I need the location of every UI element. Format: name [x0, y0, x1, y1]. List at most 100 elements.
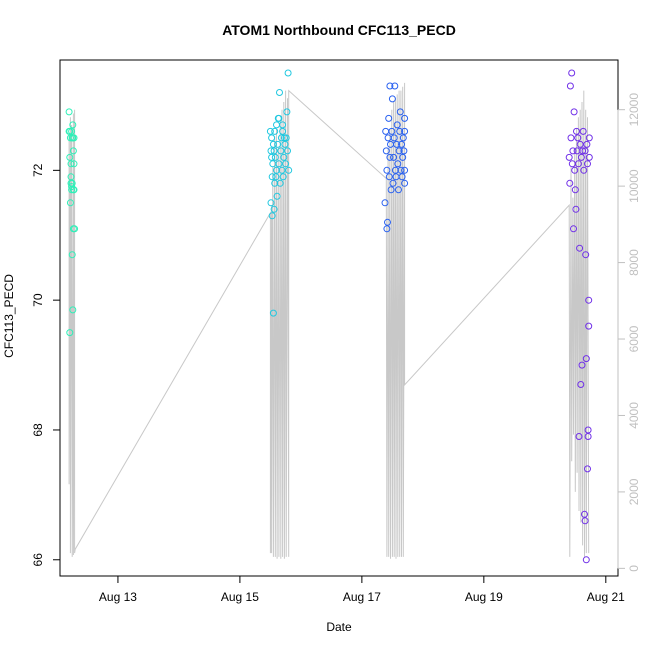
- data-point: [277, 134, 285, 142]
- data-point: [401, 127, 409, 135]
- y-axis-label: CFC113_PECD: [2, 274, 16, 358]
- y2-tick-label: 0: [627, 565, 641, 572]
- data-point: [270, 205, 278, 213]
- data-point: [276, 89, 283, 96]
- data-point: [571, 166, 579, 174]
- data-point: [398, 173, 406, 181]
- data-point: [582, 556, 590, 564]
- data-point: [70, 186, 78, 194]
- data-point: [399, 134, 407, 142]
- data-point: [272, 173, 280, 181]
- x-tick-label: Aug 15: [221, 590, 259, 604]
- data-point: [390, 134, 398, 142]
- data-point: [581, 510, 588, 518]
- data-point: [573, 127, 580, 135]
- data-point: [579, 127, 587, 135]
- data-point: [388, 95, 396, 103]
- data-point: [273, 121, 280, 129]
- data-point: [282, 160, 290, 168]
- x-tick-label: Aug 13: [99, 590, 137, 604]
- data-point: [581, 147, 589, 155]
- data-point: [385, 173, 393, 181]
- data-point: [571, 186, 579, 194]
- data-point: [567, 134, 575, 142]
- data-point: [581, 517, 589, 525]
- data-point: [585, 296, 593, 304]
- data-point: [277, 147, 285, 155]
- data-point: [585, 134, 593, 142]
- data-point: [271, 153, 279, 161]
- data-point: [66, 153, 74, 161]
- data-point: [68, 251, 76, 259]
- data-point: [566, 82, 574, 90]
- data-point: [566, 179, 574, 187]
- y-tick-label: 72: [31, 163, 45, 177]
- data-point: [384, 218, 391, 226]
- altitude-layer: [68, 82, 590, 559]
- x-tick-label: Aug 21: [587, 590, 625, 604]
- data-point: [390, 153, 398, 161]
- points-layer: [65, 69, 593, 564]
- data-point: [582, 251, 590, 259]
- data-point: [275, 160, 283, 168]
- data-point: [68, 127, 76, 135]
- data-point: [575, 433, 583, 440]
- data-point: [578, 361, 586, 369]
- data-point: [569, 147, 577, 155]
- data-point: [70, 134, 78, 142]
- data-point: [268, 212, 276, 220]
- data-point: [266, 127, 274, 135]
- data-point: [267, 147, 275, 155]
- data-point: [585, 153, 593, 161]
- data-point: [398, 140, 405, 148]
- data-point: [382, 147, 390, 155]
- y2-tick-label: 4000: [627, 402, 641, 429]
- data-point: [70, 160, 78, 168]
- data-point: [391, 82, 399, 90]
- data-point: [268, 153, 276, 161]
- data-point: [278, 166, 286, 174]
- plot-frame: [59, 59, 619, 577]
- x-axis: Aug 13 Aug 15 Aug 17 Aug 19 Aug 21: [99, 575, 625, 604]
- y-tick-label: 66: [31, 553, 45, 567]
- data-point: [270, 147, 278, 155]
- y-tick-label: 68: [31, 423, 45, 437]
- data-point: [572, 205, 580, 213]
- y2-tick-label: 2000: [627, 478, 641, 505]
- data-point: [69, 121, 77, 129]
- data-point: [268, 173, 276, 181]
- x-tick-label: Aug 17: [343, 590, 381, 604]
- data-point: [583, 140, 591, 148]
- data-point: [396, 127, 404, 135]
- data-point: [576, 140, 584, 148]
- data-point: [397, 166, 405, 174]
- data-point: [281, 140, 289, 148]
- data-point: [580, 166, 588, 174]
- data-point: [570, 225, 577, 233]
- data-point: [275, 114, 283, 122]
- x-tick-label: Aug 19: [465, 590, 503, 604]
- data-point: [66, 199, 74, 207]
- y2-tick-label: 8000: [627, 249, 641, 276]
- data-point: [267, 199, 275, 207]
- data-point: [393, 140, 401, 148]
- data-point: [67, 160, 75, 168]
- data-point: [401, 114, 409, 122]
- altitude-line: [68, 82, 590, 559]
- y2-tick-label: 6000: [627, 325, 641, 352]
- data-point: [399, 153, 407, 161]
- data-point: [387, 140, 394, 148]
- data-point: [582, 355, 590, 363]
- data-point: [576, 244, 584, 252]
- data-point: [386, 153, 394, 161]
- data-point: [71, 225, 79, 233]
- data-point: [393, 121, 401, 129]
- data-point: [280, 153, 288, 161]
- data-point: [584, 160, 591, 168]
- data-point: [66, 329, 74, 337]
- data-point: [279, 121, 287, 129]
- data-point: [565, 153, 573, 161]
- y-tick-label: 70: [31, 293, 45, 307]
- data-point: [285, 166, 293, 174]
